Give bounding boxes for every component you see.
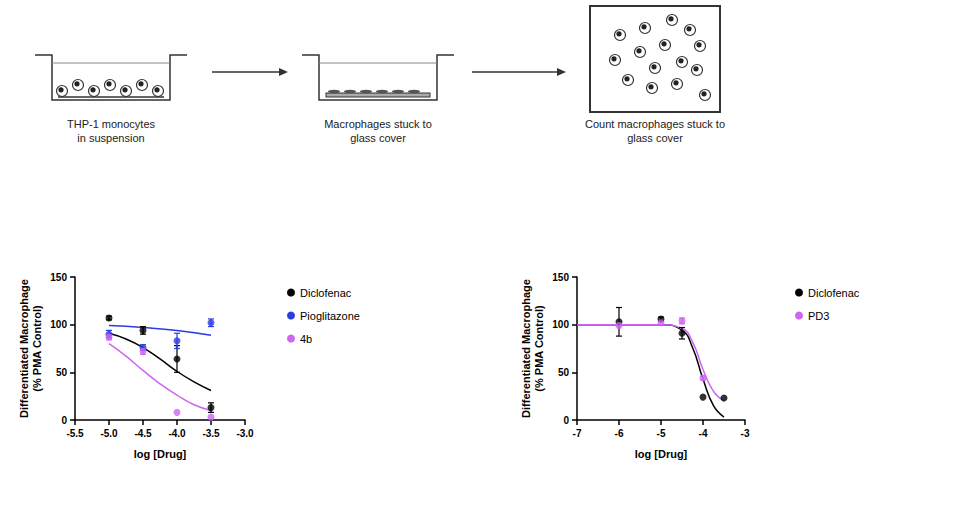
svg-text:-6: -6	[615, 428, 624, 439]
svg-text:150: 150	[552, 272, 569, 283]
svg-text:-5.0: -5.0	[100, 428, 118, 439]
svg-text:log [Drug]: log [Drug]	[635, 448, 688, 460]
svg-text:150: 150	[50, 272, 67, 283]
svg-text:-4.0: -4.0	[168, 428, 186, 439]
svg-text:THP-1 monocytesin suspension: THP-1 monocytesin suspension	[67, 118, 156, 144]
svg-text:(% PMA Control): (% PMA Control)	[31, 305, 43, 392]
svg-text:-7: -7	[573, 428, 582, 439]
svg-text:Diclofenac: Diclofenac	[300, 287, 352, 299]
svg-text:-3.5: -3.5	[202, 428, 220, 439]
svg-text:0: 0	[563, 415, 569, 426]
svg-text:Macrophages stuck toglass cove: Macrophages stuck toglass cover	[324, 118, 432, 144]
svg-text:100: 100	[552, 319, 569, 330]
svg-text:50: 50	[56, 367, 68, 378]
svg-text:Count macrophages stuck toglas: Count macrophages stuck toglass cover	[585, 118, 725, 144]
svg-text:(% PMA Control): (% PMA Control)	[533, 305, 545, 392]
svg-text:-3: -3	[741, 428, 750, 439]
svg-text:50: 50	[558, 367, 570, 378]
svg-text:100: 100	[50, 319, 67, 330]
svg-text:Diclofenac: Diclofenac	[808, 287, 860, 299]
svg-text:PD3: PD3	[808, 310, 829, 322]
svg-text:-5: -5	[657, 428, 666, 439]
svg-text:-4: -4	[699, 428, 708, 439]
svg-text:log [Drug]: log [Drug]	[134, 448, 187, 460]
svg-text:-5.5: -5.5	[66, 428, 84, 439]
svg-text:0: 0	[61, 415, 67, 426]
svg-text:4b: 4b	[300, 333, 312, 345]
svg-text:Pioglitazone: Pioglitazone	[300, 310, 360, 322]
svg-text:-4.5: -4.5	[134, 428, 152, 439]
svg-text:Differentiated Macrophage: Differentiated Macrophage	[18, 279, 30, 418]
svg-text:Differentiated Macrophage: Differentiated Macrophage	[520, 279, 532, 418]
svg-text:-3.0: -3.0	[236, 428, 254, 439]
